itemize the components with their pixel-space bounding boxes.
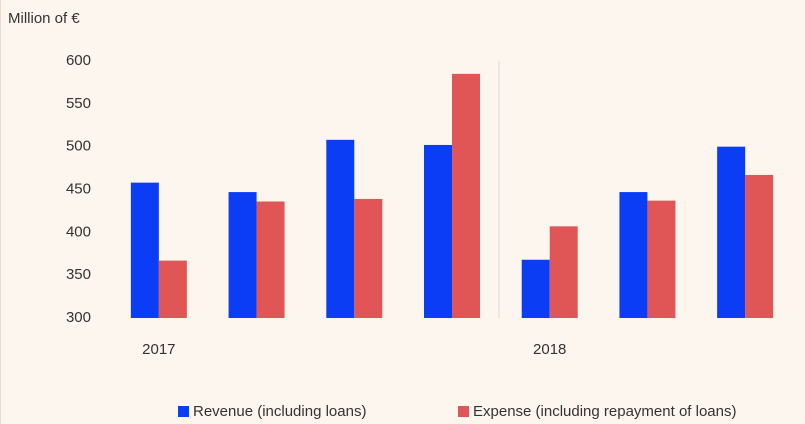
legend-swatch (458, 406, 469, 417)
legend-swatch (178, 406, 189, 417)
chart-title: Million of € (8, 10, 80, 27)
x-tick-label: 2017 (142, 341, 175, 358)
legend-label: Expense (including repayment of loans) (473, 403, 736, 420)
x-tick-label: 2018 (533, 341, 566, 358)
y-tick-label: 300 (66, 309, 91, 326)
y-tick-label: 600 (66, 52, 91, 69)
bar (326, 139, 355, 318)
y-tick-label: 400 (66, 223, 91, 240)
bar (745, 174, 774, 318)
y-tick-label: 550 (66, 95, 91, 112)
bar (549, 226, 578, 318)
bar (619, 192, 648, 318)
bar (130, 182, 159, 318)
bar (647, 200, 676, 318)
bar (521, 259, 550, 318)
bar (354, 198, 383, 318)
legend-label: Revenue (including loans) (193, 403, 366, 420)
bar (228, 192, 257, 318)
bar (452, 73, 480, 318)
bar (424, 144, 452, 318)
bar (158, 260, 187, 318)
y-tick-label: 500 (66, 138, 91, 155)
y-tick-label: 450 (66, 180, 91, 197)
y-tick-label: 350 (66, 266, 91, 283)
bar (717, 146, 746, 318)
bar (256, 201, 285, 318)
